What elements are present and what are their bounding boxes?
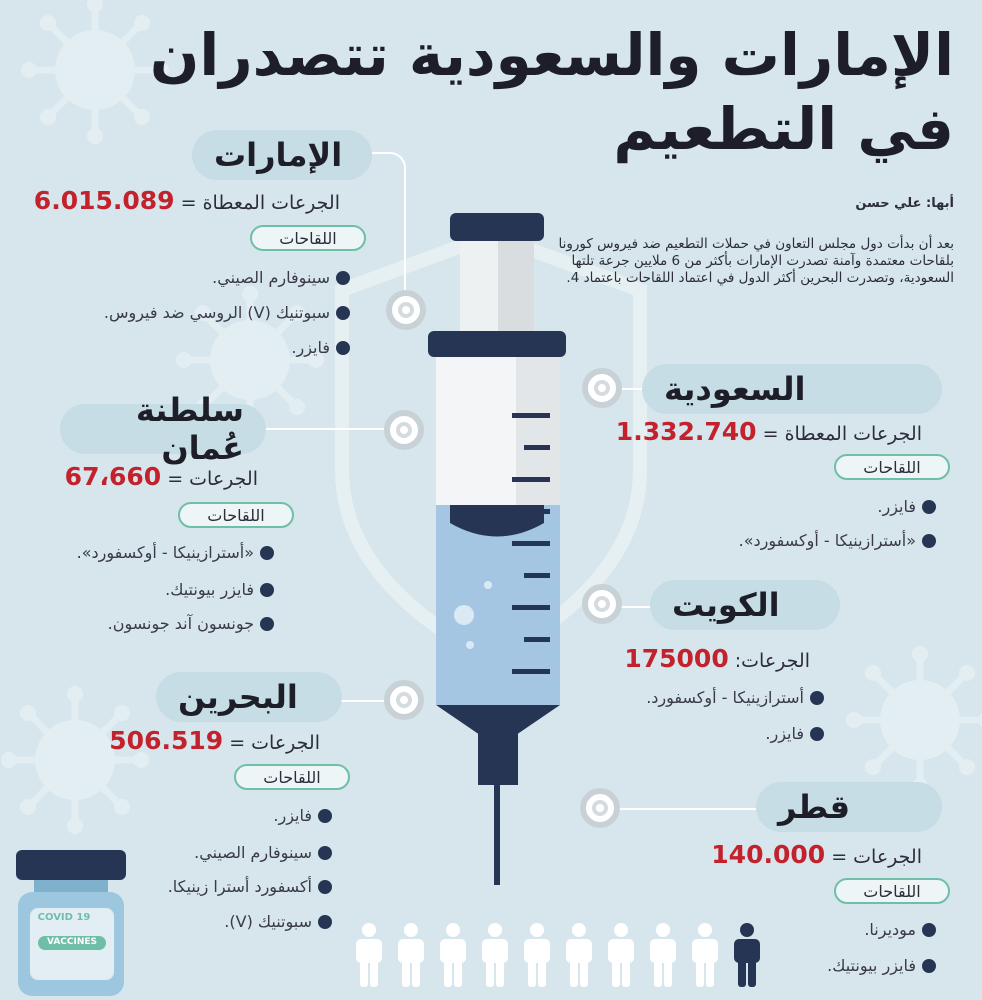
connector-oman (264, 428, 404, 430)
person-icon (356, 923, 382, 987)
marker-uae (386, 290, 426, 330)
uae-doses-value: 6.015.089 (33, 186, 175, 215)
marker-oman (384, 410, 424, 450)
kuwait-doses: الجرعات: 175000 (624, 644, 810, 673)
connector-qatar (604, 808, 758, 810)
oman-doses: الجرعات = 67،660 (64, 462, 258, 491)
vaccine-vial-icon (16, 850, 126, 996)
bullet-icon (810, 726, 824, 741)
kuwait-vaccine-item: أسترازينيكا - أوكسفورد. (646, 688, 824, 707)
qatar-vaccines-tag: اللقاحات (834, 878, 950, 904)
qatar-vaccine-item: موديرنا. (864, 920, 936, 939)
bahrain-vaccine-item: أكسفورد أسترا زينيكا. (168, 877, 332, 896)
connector-uae (372, 152, 406, 310)
page-title: الإمارات والسعودية تتصدران في التطعيم (134, 18, 954, 166)
country-oman-title: سلطنة عُمان (60, 391, 266, 467)
qatar-doses-value: 140.000 (711, 840, 826, 869)
person-icon (566, 923, 592, 987)
saudi-doses: الجرعات المعطاة = 1.332.740 (615, 417, 922, 446)
vial-label-covid: COVID 19 (37, 912, 91, 923)
kuwait-doses-value: 175000 (624, 644, 729, 673)
bullet-icon (318, 845, 332, 860)
bullet-icon (922, 499, 936, 514)
bullet-icon (922, 533, 936, 548)
bahrain-doses-value: 506.519 (109, 726, 224, 755)
title-line-2: في التطعيم (613, 95, 954, 163)
country-kuwait-title: الكويت (650, 580, 840, 630)
qatar-doses: الجرعات = 140.000 (711, 840, 922, 869)
person-icon (650, 923, 676, 987)
uae-vaccine-item: فايزر. (291, 338, 350, 357)
bullet-icon (260, 616, 274, 631)
vial-label-vaccines: VACCINES (46, 937, 98, 947)
country-saudi-title: السعودية (642, 364, 942, 414)
bullet-icon (922, 958, 936, 973)
country-uae-title: الإمارات (192, 130, 372, 180)
qatar-vaccine-item: فايزر بيونتيك. (827, 956, 936, 975)
bahrain-doses: الجرعات = 506.519 (109, 726, 320, 755)
person-icon (440, 923, 466, 987)
country-qatar-title: قطر (756, 782, 942, 832)
person-icon (398, 923, 424, 987)
bullet-icon (318, 914, 332, 929)
person-icon (482, 923, 508, 987)
virus-decor-icon (1, 686, 149, 834)
kuwait-vaccine-item: فايزر. (765, 724, 824, 743)
uae-doses: الجرعات المعطاة = 6.015.089 (33, 186, 340, 215)
intro-text: بعد أن بدأت دول مجلس التعاون في حملات ال… (558, 236, 954, 286)
bullet-icon (260, 545, 274, 560)
bullet-icon (810, 690, 824, 705)
marker-bahrain (384, 680, 424, 720)
people-row (352, 922, 772, 992)
saudi-vaccine-item: «أسترازينيكا - أوكسفورد». (739, 531, 936, 550)
bahrain-vaccines-tag: اللقاحات (234, 764, 350, 790)
bullet-icon (260, 582, 274, 597)
uae-vaccine-item: سينوفارم الصيني. (212, 268, 350, 287)
person-icon (608, 923, 634, 987)
title-line-1: الإمارات والسعودية تتصدران (149, 21, 954, 89)
uae-vaccines-tag: اللقاحات (250, 225, 366, 251)
bahrain-vaccine-item: سينوفارم الصيني. (194, 843, 332, 862)
bullet-icon (922, 922, 936, 937)
bullet-icon (318, 808, 332, 823)
virus-decor-icon (846, 646, 982, 794)
syringe-icon (428, 213, 566, 885)
person-icon (734, 923, 760, 987)
bahrain-vaccine-item: فايزر. (273, 806, 332, 825)
saudi-vaccine-item: فايزر. (877, 497, 936, 516)
byline: أبها: علي حسن (855, 196, 954, 211)
country-bahrain-title: البحرين (156, 672, 342, 722)
oman-vaccine-item: «أسترازينيكا - أوكسفورد». (77, 543, 274, 562)
marker-kuwait (582, 584, 622, 624)
person-icon (524, 923, 550, 987)
marker-qatar (580, 788, 620, 828)
marker-saudi (582, 368, 622, 408)
uae-vaccine-item: سبوتنيك (V) الروسي ضد فيروس. (104, 303, 350, 322)
bullet-icon (318, 879, 332, 894)
oman-vaccine-item: جونسون آند جونسون. (108, 614, 274, 633)
saudi-vaccines-tag: اللقاحات (834, 454, 950, 480)
bullet-icon (336, 305, 350, 320)
oman-vaccine-item: فايزر بيونتيك. (165, 580, 274, 599)
oman-doses-value: 67،660 (64, 462, 162, 491)
saudi-doses-value: 1.332.740 (615, 417, 757, 446)
bullet-icon (336, 270, 350, 285)
person-icon (692, 923, 718, 987)
bullet-icon (336, 340, 350, 355)
bahrain-vaccine-item: سبوتنيك (V). (224, 912, 332, 931)
oman-vaccines-tag: اللقاحات (178, 502, 294, 528)
